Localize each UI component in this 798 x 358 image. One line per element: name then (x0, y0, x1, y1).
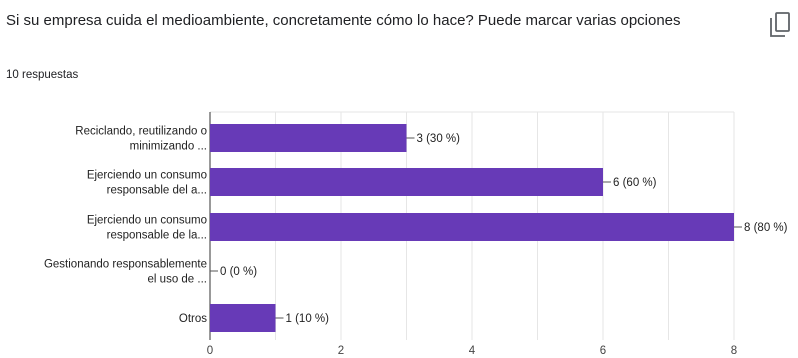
category-label: Ejerciendo un consumo responsable de la..… (87, 215, 207, 242)
bar (210, 304, 276, 332)
category-label: Ejerciendo un consumo responsable del a..… (87, 170, 207, 197)
response-count: 10 respuestas (6, 69, 79, 81)
copy-chart-button[interactable] (766, 10, 792, 40)
x-tick-label: 8 (731, 345, 737, 357)
x-tick-label: 0 (207, 345, 213, 357)
x-tick-label: 6 (600, 345, 606, 357)
x-tick-label: 2 (338, 345, 344, 357)
data-label: 0 (0 %) (220, 266, 257, 278)
data-label: 3 (30 %) (417, 133, 461, 145)
data-label: 6 (60 %) (613, 177, 657, 189)
category-label: Gestionando responsablemente el uso de ..… (44, 259, 207, 286)
data-label: 8 (80 %) (744, 222, 788, 234)
category-label: Otros (179, 313, 207, 325)
bar (210, 168, 603, 196)
bar (210, 213, 734, 241)
bar (210, 124, 407, 152)
category-label: Reciclando, reutilizando o minimizando ..… (75, 126, 207, 153)
copy-icon (770, 12, 790, 37)
x-tick-label: 4 (469, 345, 476, 357)
question-title: Si su empresa cuida el medioambiente, co… (6, 12, 681, 29)
data-label: 1 (10 %) (286, 313, 330, 325)
